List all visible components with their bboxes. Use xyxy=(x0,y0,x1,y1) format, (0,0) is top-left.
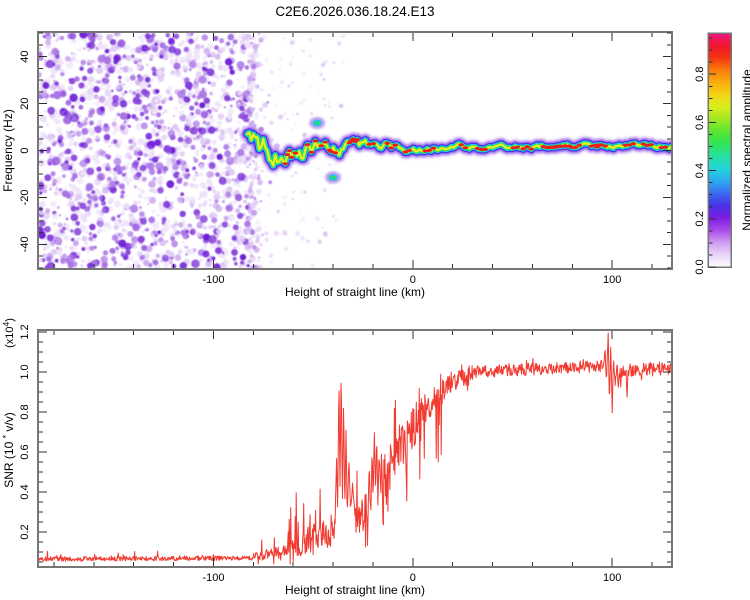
tick-label: 20 xyxy=(19,97,31,109)
noise-field xyxy=(39,33,346,268)
tick-label: 0.8 xyxy=(694,67,706,82)
tick-label: 0.8 xyxy=(19,404,31,419)
snr-axes: -100 0 100 0.2 0.4 0.6 0.8 1.0 1.2 xyxy=(19,324,673,584)
snr-axis-labels: SNR (10 * v/v) (x104) xyxy=(1,318,16,488)
tick-label: -100 xyxy=(202,572,224,584)
signal-trace xyxy=(239,125,671,174)
tick-label: 0.4 xyxy=(19,484,31,499)
detached-blob xyxy=(325,171,342,184)
tick-label: 0 xyxy=(410,274,416,286)
tick-label: 40 xyxy=(19,51,31,63)
spectrogram-axes: -100 0 100 -40 -20 0 20 40 xyxy=(19,31,673,286)
multiplier-label: (x104) xyxy=(1,318,16,348)
colorbar: 0.0 0.2 0.4 0.6 0.8 xyxy=(694,32,732,275)
tick-label: 0 xyxy=(410,572,416,584)
tick-label: 100 xyxy=(603,572,621,584)
tick-label: 0.2 xyxy=(19,524,31,539)
spectrogram-plot xyxy=(39,33,671,268)
snr-curve xyxy=(39,332,671,565)
tick-label: 0.6 xyxy=(19,444,31,459)
height-axis-label-bottom: Height of straight line (km) xyxy=(285,583,425,597)
tick-label: 0 xyxy=(19,147,31,153)
snr-axis-label: SNR (10 * v/v) xyxy=(1,412,16,488)
tick-label: 1.2 xyxy=(19,324,31,339)
tick-label: 0.6 xyxy=(694,115,706,130)
tick-label: 0.2 xyxy=(694,211,706,226)
tick-label: -40 xyxy=(19,236,31,252)
colorbar-label: Normalized spectral amplitude xyxy=(740,69,750,231)
height-axis-label-top: Height of straight line (km) xyxy=(285,285,425,299)
tick-label: 0.4 xyxy=(694,163,706,178)
tick-label: 100 xyxy=(603,274,621,286)
tick-label: -20 xyxy=(19,189,31,205)
detached-blob xyxy=(309,117,326,130)
frequency-axis-label: Frequency (Hz) xyxy=(1,109,15,192)
tick-label: 0.0 xyxy=(694,259,706,274)
tick-label: -100 xyxy=(202,274,224,286)
tick-label: 1.0 xyxy=(19,364,31,379)
plot-title: C2E6.2026.036.18.24.E13 xyxy=(275,4,434,19)
snr-plot xyxy=(39,332,671,565)
trace-hotspots xyxy=(282,137,669,166)
